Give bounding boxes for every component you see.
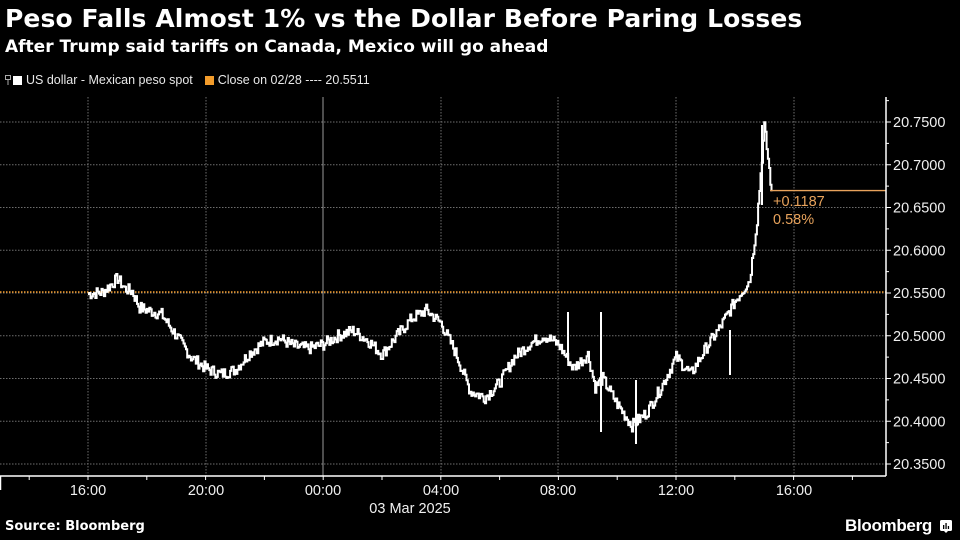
svg-text:20.4500: 20.4500 [893, 372, 945, 388]
legend-label-spot: US dollar - Mexican peso spot [26, 73, 193, 87]
svg-text:16:00: 16:00 [70, 483, 106, 499]
y-axis-labels: 20.3500 20.4000 20.4500 20.5000 20.5500 20.60… [893, 115, 945, 473]
svg-text:0.58%: 0.58% [773, 212, 814, 228]
svg-text:00:00: 00:00 [305, 483, 341, 499]
x-axis-labels: 16:00 20:00 00:00 04:00 08:00 12:00 16:00 03 Ma… [70, 483, 812, 517]
grid-lines [0, 97, 886, 476]
axes [0, 97, 891, 490]
legend-swatch-white-icon [13, 75, 22, 85]
chart-subtitle: After Trump said tariffs on Canada, Mexi… [5, 37, 549, 57]
source-label: Source: Bloomberg [5, 519, 145, 534]
brand-label: Bloomberg [844, 516, 932, 535]
svg-text:20.5000: 20.5000 [893, 329, 945, 345]
svg-text:20.7500: 20.7500 [893, 115, 945, 131]
series-line [88, 121, 773, 444]
svg-text:+0.1187: +0.1187 [773, 194, 825, 210]
legend-item-close: Close on 02/28 ---- 20.5511 [204, 73, 370, 87]
legend: US dollar - Mexican peso spot Close on 0… [5, 73, 382, 87]
bloomberg-logo: Bloomberg [845, 516, 952, 536]
svg-text:20.7000: 20.7000 [893, 158, 945, 174]
legend-swatch-orange-icon [204, 75, 214, 85]
svg-text:04:00: 04:00 [423, 483, 459, 499]
bloomberg-chart-icon [940, 519, 952, 533]
pin-icon[interactable] [5, 75, 11, 85]
svg-text:12:00: 12:00 [658, 483, 694, 499]
legend-item-spot: US dollar - Mexican peso spot [13, 73, 193, 87]
legend-label-close: Close on 02/28 ---- 20.5511 [217, 73, 370, 87]
svg-text:20:00: 20:00 [188, 483, 224, 499]
change-annotation: +0.1187 0.58% [773, 194, 825, 228]
svg-text:16:00: 16:00 [776, 483, 812, 499]
svg-text:20.6000: 20.6000 [893, 243, 945, 259]
svg-text:20.3500: 20.3500 [893, 457, 945, 473]
svg-text:03 Mar 2025: 03 Mar 2025 [369, 501, 450, 517]
svg-text:08:00: 08:00 [540, 483, 576, 499]
svg-text:20.4000: 20.4000 [893, 414, 945, 430]
svg-text:20.5500: 20.5500 [893, 286, 945, 302]
chart-title: Peso Falls Almost 1% vs the Dollar Befor… [5, 4, 803, 33]
svg-text:20.6500: 20.6500 [893, 201, 945, 217]
